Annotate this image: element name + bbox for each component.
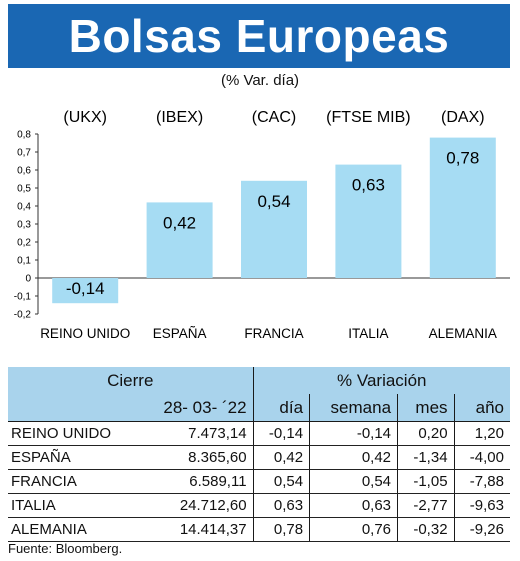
row-cierre: 8.365,60 xyxy=(138,445,254,470)
category-label: ITALIA xyxy=(348,326,388,341)
y-tick-label: -0,2 xyxy=(14,310,32,321)
row-mes: -0,32 xyxy=(397,517,455,542)
table-row: FRANCIA 6.589,11 0,54 0,54 -1,05 -7,88 xyxy=(8,469,510,494)
y-tick-label: 0,8 xyxy=(17,130,31,141)
row-mes: -1,34 xyxy=(397,445,455,470)
header-semana: semana xyxy=(309,394,398,422)
header-ano: año xyxy=(453,394,510,422)
index-label: (UKX) xyxy=(63,109,107,126)
category-label: REINO UNIDO xyxy=(40,326,130,341)
index-label: (IBEX) xyxy=(156,109,203,126)
row-cierre: 6.589,11 xyxy=(138,469,254,494)
y-tick-label: -0,1 xyxy=(14,292,32,303)
row-dia: 0,63 xyxy=(252,493,310,518)
category-label: FRANCIA xyxy=(244,326,303,341)
row-name: ALEMANIA xyxy=(8,517,139,542)
title-band: Bolsas Europeas xyxy=(8,4,510,68)
row-cierre: 14.414,37 xyxy=(138,517,254,542)
index-label: (DAX) xyxy=(441,109,485,126)
y-tick-label: 0,1 xyxy=(17,256,31,267)
y-tick-label: 0,7 xyxy=(17,148,31,159)
source-note: Fuente: Bloomberg. xyxy=(8,541,123,556)
y-tick-label: 0 xyxy=(25,274,31,285)
row-ano: -9,63 xyxy=(453,493,510,518)
row-name: FRANCIA xyxy=(8,469,139,494)
bar-chart: -0,2 -0,1 0 0,1 0,2 0,3 0,4 0,5 0,6 0,7 0,8 (UKX) -0… xyxy=(14,109,510,341)
value-label: 0,63 xyxy=(352,176,385,195)
row-dia: 0,78 xyxy=(252,517,310,542)
row-semana: 0,76 xyxy=(309,517,398,542)
row-name: ESPAÑA xyxy=(8,445,139,470)
y-tick-label: 0,6 xyxy=(17,166,31,177)
index-label: (CAC) xyxy=(252,109,296,126)
row-name: ITALIA xyxy=(8,493,139,518)
row-semana: 0,54 xyxy=(309,469,398,494)
table-group-header: Cierre % Variación xyxy=(8,367,510,394)
bar xyxy=(241,180,307,278)
row-dia: -0,14 xyxy=(252,421,310,446)
row-semana: 0,63 xyxy=(309,493,398,518)
row-dia: 0,54 xyxy=(252,469,310,494)
category-label: ESPAÑA xyxy=(153,326,207,341)
category-label: ALEMANIA xyxy=(429,326,497,341)
y-tick-label: 0,4 xyxy=(17,202,31,213)
y-tick-label: 0,3 xyxy=(17,220,31,231)
row-mes: -1,05 xyxy=(397,469,455,494)
value-label: 0,78 xyxy=(446,149,479,168)
header-cierre: Cierre xyxy=(8,367,254,394)
row-ano: 1,20 xyxy=(453,421,510,446)
header-mes: mes xyxy=(397,394,455,422)
bar xyxy=(335,164,402,278)
table-row: ESPAÑA 8.365,60 0,42 0,42 -1,34 -4,00 xyxy=(8,445,510,470)
row-ano: -9,26 xyxy=(453,517,510,542)
header-date: 28- 03- ´22 xyxy=(138,394,254,422)
row-ano: -7,88 xyxy=(453,469,510,494)
chart-title: Bolsas Europeas xyxy=(68,10,450,62)
row-mes: -2,77 xyxy=(397,493,455,518)
y-tick-label: 0,5 xyxy=(17,184,31,195)
table-column-header: 28- 03- ´22 día semana mes año xyxy=(8,394,510,422)
header-dia: día xyxy=(252,394,310,422)
row-mes: 0,20 xyxy=(397,421,455,446)
row-semana: 0,42 xyxy=(309,445,398,470)
header-variacion: % Variación xyxy=(252,367,510,394)
value-label: 0,42 xyxy=(163,213,196,232)
row-semana: -0,14 xyxy=(309,421,398,446)
quotes-table: Cierre % Variación 28- 03- ´22 día seman… xyxy=(8,367,510,542)
row-ano: -4,00 xyxy=(453,445,510,470)
table-row: REINO UNIDO 7.473,14 -0,14 -0,14 0,20 1,… xyxy=(8,421,510,446)
chart-subtitle: (% Var. día) xyxy=(220,72,300,89)
row-dia: 0,42 xyxy=(252,445,310,470)
value-label: -0,14 xyxy=(66,279,105,298)
table-row: ALEMANIA 14.414,37 0,78 0,76 -0,32 -9,26 xyxy=(8,517,510,542)
bar xyxy=(429,137,496,278)
index-label: (FTSE MIB) xyxy=(326,109,410,126)
bar xyxy=(52,278,119,304)
y-tick-label: 0,2 xyxy=(17,238,31,249)
row-name: REINO UNIDO xyxy=(8,421,139,446)
row-cierre: 24.712,60 xyxy=(138,493,254,518)
value-label: 0,54 xyxy=(257,192,290,211)
row-cierre: 7.473,14 xyxy=(138,421,254,446)
table-row: ITALIA 24.712,60 0,63 0,63 -2,77 -9,63 xyxy=(8,493,510,518)
bar xyxy=(146,202,213,278)
